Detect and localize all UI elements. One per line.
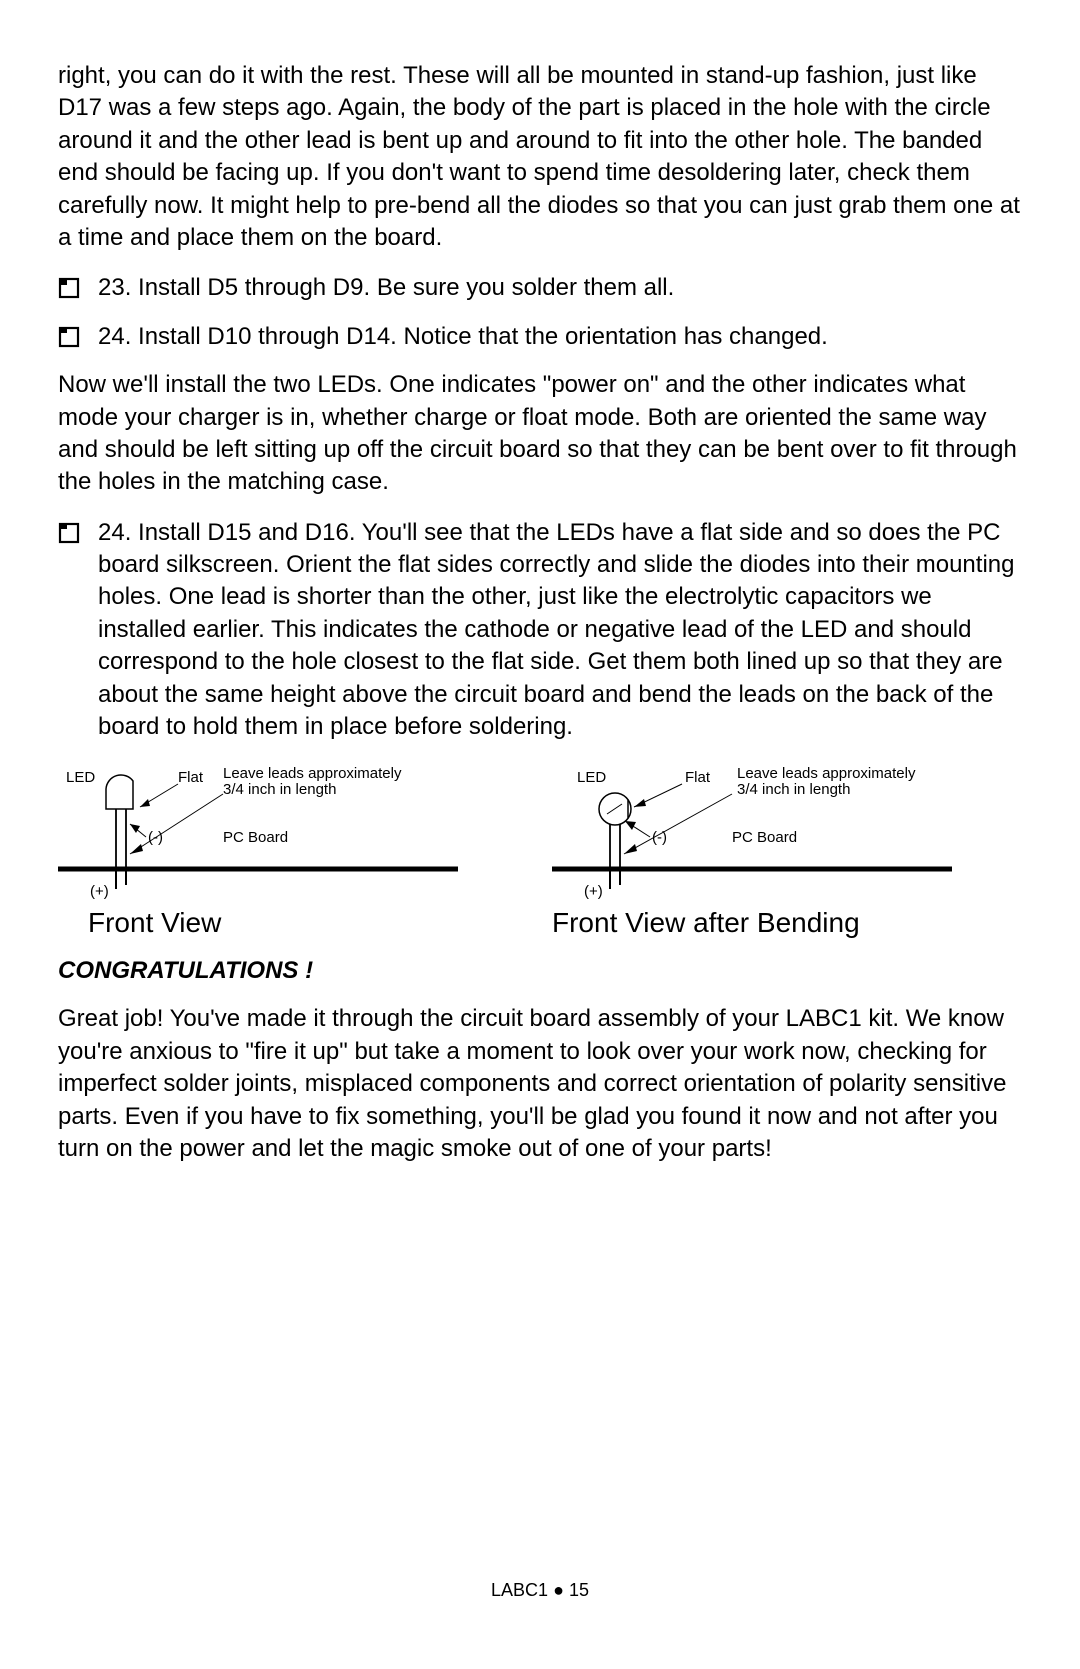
pcboard-label: PC Board — [223, 829, 288, 847]
diagram-front-view: LED Flat Leave leads approximately 3/4 i… — [58, 759, 528, 939]
checkbox-icon — [58, 325, 80, 347]
checkbox-icon — [58, 521, 80, 543]
step-23-text: 23. Install D5 through D9. Be sure you s… — [98, 272, 1022, 304]
step-24b-text: 24. Install D15 and D16. You'll see that… — [98, 517, 1022, 744]
congrats-heading: CONGRATULATIONS ! — [58, 957, 1022, 985]
minus-label: (-) — [148, 829, 163, 847]
caption-right: Front View after Bending — [552, 907, 1022, 939]
plus-label: (+) — [90, 883, 109, 901]
minus-label: (-) — [652, 829, 667, 847]
caption-left: Front View — [88, 907, 558, 939]
checkbox-icon — [58, 276, 80, 298]
step-23: 23. Install D5 through D9. Be sure you s… — [58, 272, 1022, 304]
diagrams-row: LED Flat Leave leads approximately 3/4 i… — [58, 759, 1022, 939]
leads-label-2: 3/4 inch in length — [737, 781, 850, 799]
page-footer: LABC1 ● 15 — [0, 1580, 1080, 1601]
footer-page-number: 15 — [569, 1580, 589, 1600]
step-24b: 24. Install D15 and D16. You'll see that… — [58, 517, 1022, 744]
step-24a-text: 24. Install D10 through D14. Notice that… — [98, 321, 1022, 353]
mid-paragraph: Now we'll install the two LEDs. One indi… — [58, 369, 1022, 499]
leads-label-2: 3/4 inch in length — [223, 781, 336, 799]
intro-paragraph: right, you can do it with the rest. Thes… — [58, 60, 1022, 254]
closing-paragraph: Great job! You've made it through the ci… — [58, 1003, 1022, 1165]
diagram-after-bending: LED Flat Leave leads approximately 3/4 i… — [552, 759, 1022, 939]
checklist-1: 23. Install D5 through D9. Be sure you s… — [58, 272, 1022, 353]
led-label: LED — [66, 769, 95, 787]
step-24a: 24. Install D10 through D14. Notice that… — [58, 321, 1022, 353]
plus-label: (+) — [584, 883, 603, 901]
flat-label: Flat — [685, 769, 710, 787]
footer-bullet-icon: ● — [553, 1580, 564, 1600]
pcboard-label: PC Board — [732, 829, 797, 847]
checklist-2: 24. Install D15 and D16. You'll see that… — [58, 517, 1022, 744]
led-label: LED — [577, 769, 606, 787]
flat-label: Flat — [178, 769, 203, 787]
footer-model: LABC1 — [491, 1580, 548, 1600]
